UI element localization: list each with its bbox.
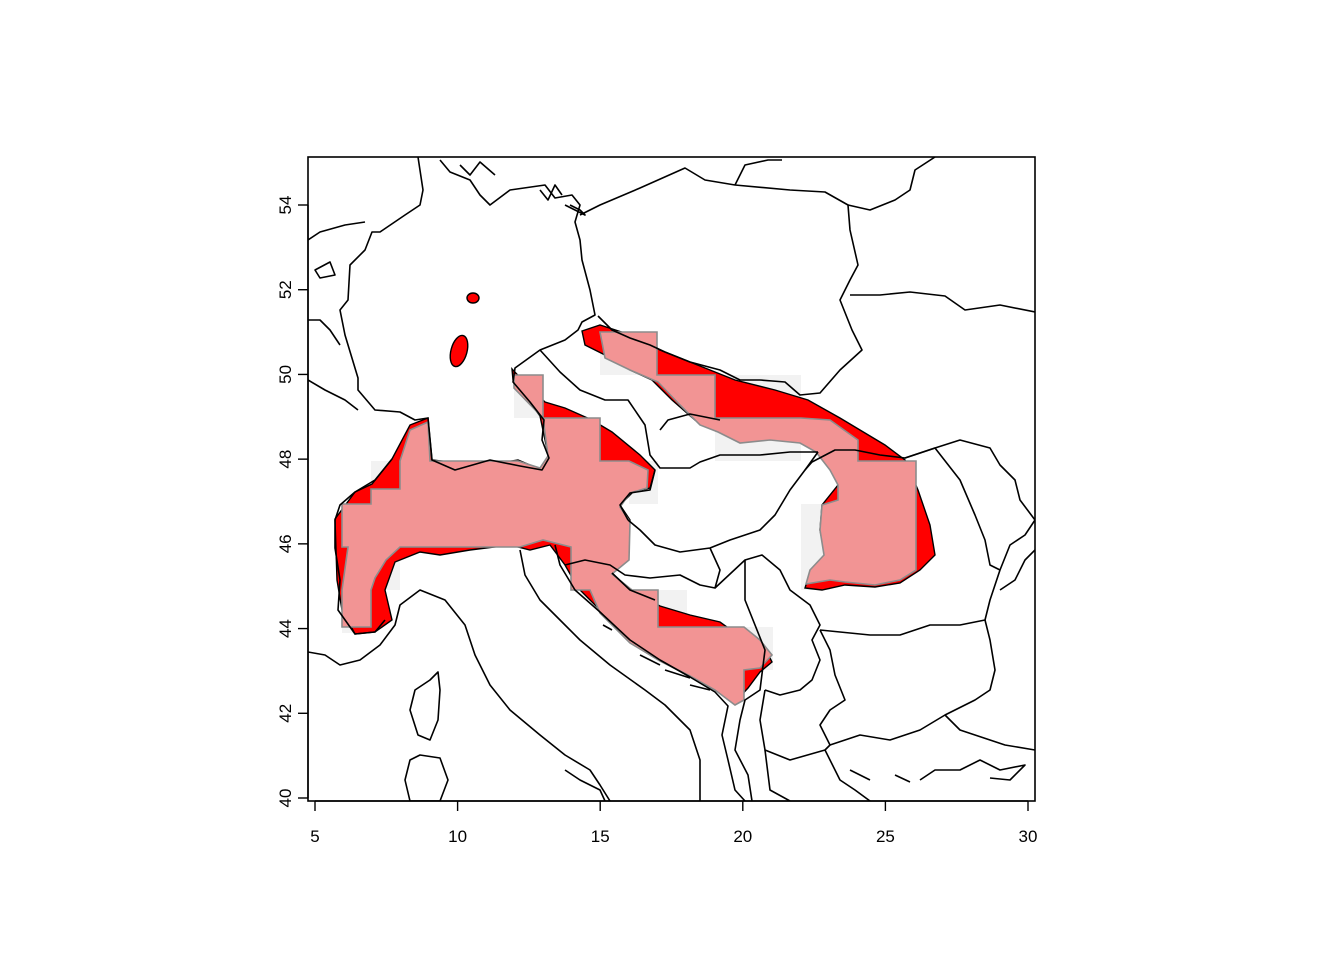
y-tick-label: 52 — [276, 280, 295, 299]
border-line — [847, 157, 936, 211]
coastline — [314, 261, 336, 279]
coastline — [308, 221, 366, 241]
y-axis: 40 42 44 46 48 50 52 54 — [276, 196, 309, 808]
adriatic-coast — [554, 544, 746, 801]
border-line — [734, 159, 782, 186]
y-tick-label: 42 — [276, 704, 295, 723]
y-tick-label: 40 — [276, 789, 295, 808]
coastline — [459, 161, 496, 176]
x-axis: 5 10 15 20 25 30 — [310, 800, 1038, 846]
island-outline — [664, 669, 691, 679]
italy-coast — [519, 549, 701, 801]
country-borders — [308, 157, 1035, 801]
border-line — [627, 451, 819, 553]
border-line — [850, 291, 1035, 313]
border-line — [334, 458, 393, 635]
island-outline — [689, 684, 711, 691]
x-tick-label: 5 — [310, 827, 319, 846]
modeled-range — [341, 331, 917, 706]
isolated-range-patch — [466, 292, 480, 304]
baltic-coast — [564, 204, 586, 216]
y-tick-label: 48 — [276, 450, 295, 469]
border-line — [619, 469, 656, 521]
baltic-coast — [539, 184, 563, 201]
border-line — [944, 714, 1035, 751]
border-line — [759, 689, 831, 761]
border-line — [919, 759, 1026, 781]
alps-modeled-range — [341, 374, 774, 706]
border-line — [611, 572, 656, 601]
border-line — [999, 549, 1035, 591]
bulgaria-border — [819, 619, 996, 746]
germany-border — [339, 157, 596, 471]
border-line — [539, 349, 818, 469]
border-line — [308, 379, 359, 411]
y-tick-label: 50 — [276, 365, 295, 384]
island-outline — [602, 624, 613, 631]
island-outline — [409, 671, 441, 741]
italy-coast — [308, 589, 611, 801]
poland-border — [579, 167, 863, 396]
x-tick-label: 20 — [733, 827, 752, 846]
map-area — [308, 157, 1035, 801]
border-line — [564, 547, 721, 589]
border-line — [714, 554, 821, 696]
y-tick-label: 46 — [276, 534, 295, 553]
x-tick-label: 25 — [876, 827, 895, 846]
island-outline — [404, 754, 449, 801]
border-line — [904, 447, 1001, 571]
x-tick-label: 10 — [448, 827, 467, 846]
y-tick-label: 54 — [276, 196, 295, 215]
island-outline — [894, 774, 911, 783]
border-line — [824, 749, 871, 801]
border-line — [659, 413, 721, 431]
border-line — [308, 319, 341, 346]
carpathian-modeled-range — [599, 331, 917, 586]
y-tick-label: 44 — [276, 619, 295, 638]
italy-coast — [564, 769, 606, 801]
x-tick-label: 30 — [1019, 827, 1038, 846]
romania-border — [804, 439, 1035, 636]
island-outline — [639, 654, 661, 666]
border-line — [734, 560, 766, 801]
x-tick-label: 15 — [591, 827, 610, 846]
island-outline — [849, 769, 871, 781]
isolated-range-patch — [449, 334, 469, 368]
border-line — [764, 749, 791, 801]
